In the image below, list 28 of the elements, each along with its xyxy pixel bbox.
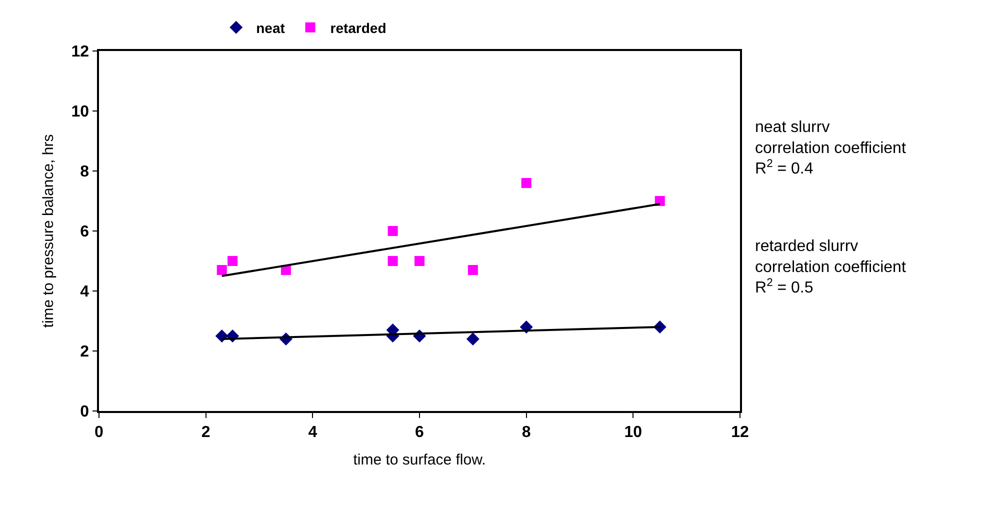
x-tick-label: 4 — [308, 424, 318, 441]
point — [414, 256, 424, 266]
y-axis-title: time to pressure balance, hrs — [40, 134, 58, 328]
text: retarded slurrv correlation coefficient R$^{2}$ = 0.5 — [755, 238, 906, 297]
y-tick-label: 0 — [80, 404, 90, 421]
point — [228, 256, 238, 266]
text: neat slurrv correlation coefficient R$^{2}$ = 0.4 — [755, 119, 906, 178]
x-tick-label: 10 — [624, 424, 642, 441]
point — [468, 265, 478, 275]
y-tick-label: 10 — [71, 104, 90, 121]
point — [388, 256, 398, 266]
x-tick-label: 2 — [201, 424, 210, 441]
y-tick-label: 4 — [80, 284, 90, 301]
legend-label: neat — [256, 20, 286, 36]
x-tick-label: 6 — [415, 424, 424, 441]
x-tick-label: 8 — [522, 424, 531, 441]
y-tick-label: 8 — [80, 164, 90, 181]
x-tick-label: 12 — [731, 424, 749, 441]
point — [388, 226, 398, 236]
y-tick-label: 12 — [71, 44, 90, 61]
legend-label: retarded — [330, 20, 386, 36]
y-tick-label: 2 — [80, 344, 90, 361]
x-axis-title: time to surface flow. — [353, 451, 486, 468]
x-tick-label: 0 — [94, 424, 104, 441]
point — [521, 178, 532, 188]
y-tick-label: 6 — [80, 224, 90, 241]
point — [216, 265, 227, 275]
point — [466, 332, 480, 346]
